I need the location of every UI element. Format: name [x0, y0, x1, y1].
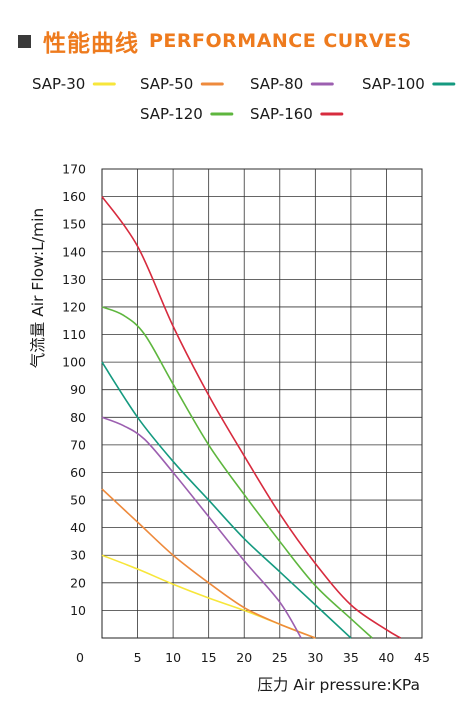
y-tick-label-80: 80	[70, 410, 86, 425]
y-tick-label-100: 100	[62, 355, 86, 370]
y-tick-label-30: 30	[70, 548, 86, 563]
x-tick-label-10: 10	[165, 650, 181, 665]
y-tick-label-160: 160	[62, 189, 86, 204]
x-tick-label-0: 0	[76, 650, 84, 665]
y-tick-label-150: 150	[62, 217, 86, 232]
y-tick-label-130: 130	[62, 272, 86, 287]
legend-label-sap-100: SAP-100	[362, 75, 425, 93]
legend-label-sap-160: SAP-160	[250, 105, 313, 123]
y-tick-label-110: 110	[62, 327, 86, 342]
y-tick-label-10: 10	[70, 603, 86, 618]
y-tick-label-60: 60	[70, 465, 86, 480]
x-tick-label-35: 35	[343, 650, 359, 665]
x-tick-label-30: 30	[307, 650, 323, 665]
square-bullet-icon	[18, 34, 31, 48]
chart-grid	[101, 168, 423, 639]
x-tick-label-5: 5	[134, 650, 142, 665]
y-tick-label-170: 170	[62, 162, 86, 177]
legend-label-sap-120: SAP-120	[140, 105, 203, 123]
x-tick-label-45: 45	[414, 650, 430, 665]
series-line-sap-50	[101, 488, 316, 639]
x-tick-label-40: 40	[378, 650, 394, 665]
x-tick-label-25: 25	[272, 650, 288, 665]
y-tick-label-70: 70	[70, 437, 86, 452]
y-axis-label: 气流量 Air Flow:L/min	[29, 208, 47, 368]
chart-header: 性能曲线 PERFORMANCE CURVES	[18, 24, 412, 58]
x-tick-label-15: 15	[201, 650, 217, 665]
series-line-sap-120	[101, 306, 373, 639]
legend-label-sap-50: SAP-50	[140, 75, 193, 93]
legend-label-sap-80: SAP-80	[250, 75, 303, 93]
y-tick-label-20: 20	[70, 575, 86, 590]
y-tick-label-140: 140	[62, 244, 86, 259]
x-axis-label: 压力 Air pressure:KPa	[257, 676, 420, 694]
series-line-sap-100	[101, 361, 352, 639]
title-chinese: 性能曲线	[43, 31, 139, 57]
series-line-sap-160	[101, 196, 402, 639]
series-line-sap-80	[101, 416, 302, 639]
chart-ticks: 1020304050607080901001101201301401501601…	[62, 162, 430, 666]
chart-legend: SAP-30 SAP-50 SAP-80 SAP-100 SAP-120 SAP-160	[32, 75, 456, 123]
y-tick-label-90: 90	[70, 382, 86, 397]
y-tick-label-50: 50	[70, 493, 86, 508]
title-english: PERFORMANCE CURVES	[149, 30, 412, 52]
legend-label-sap-30: SAP-30	[32, 75, 85, 93]
x-tick-label-20: 20	[236, 650, 252, 665]
chart-series-group	[101, 196, 402, 639]
plot-frame	[101, 168, 423, 639]
y-tick-label-40: 40	[70, 520, 86, 535]
y-tick-label-120: 120	[62, 299, 86, 314]
